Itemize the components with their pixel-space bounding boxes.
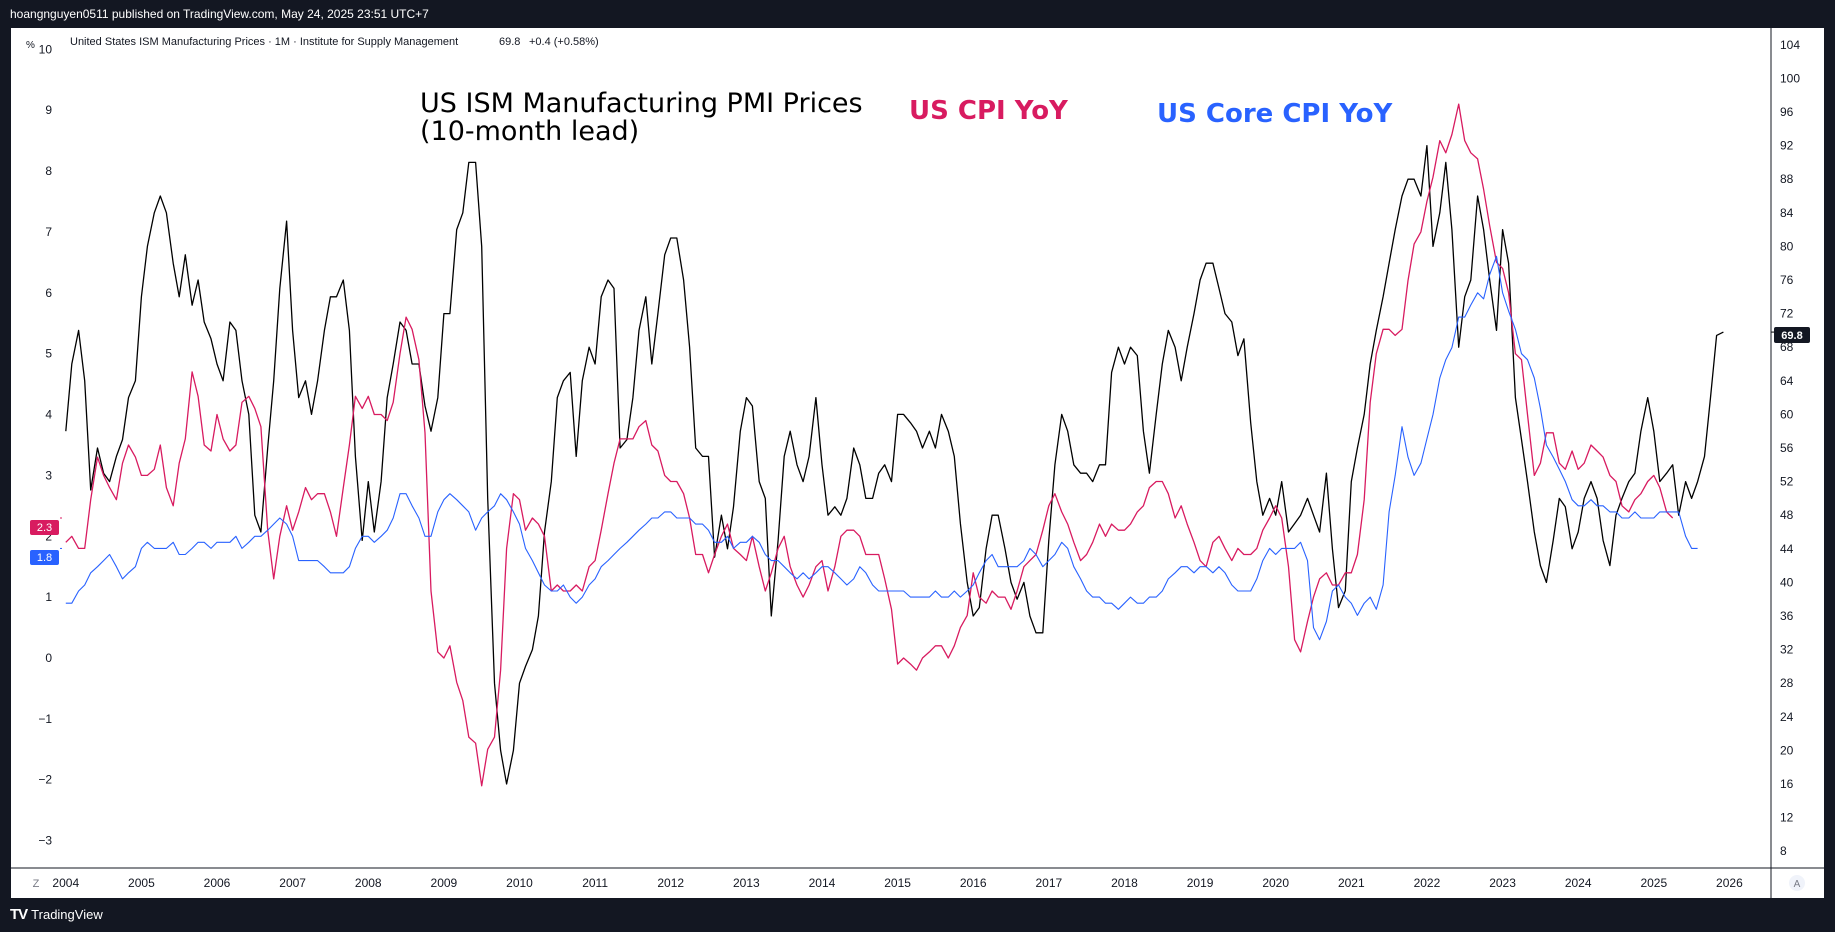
ism-title-line1: US ISM Manufacturing PMI Prices <box>420 88 863 119</box>
left-axis-tick-label: 6 <box>45 286 52 300</box>
right-axis-tick-label: 96 <box>1780 105 1794 119</box>
x-tick-label: 2008 <box>355 876 382 890</box>
x-tick-label: 2019 <box>1187 876 1214 890</box>
right-axis-tick-label: 72 <box>1780 307 1794 321</box>
core-cpi-badge: 1.8 <box>30 550 59 565</box>
right-axis-tick-label: 76 <box>1780 273 1794 287</box>
x-tick-label: 2015 <box>884 876 911 890</box>
x-tick-label: 2017 <box>1035 876 1062 890</box>
tradingview-logo[interactable]: TV TradingView <box>10 906 103 923</box>
cpi-badge-label: 2.3 <box>37 522 52 534</box>
right-axis-tick-label: 44 <box>1780 542 1794 556</box>
x-tick-label: 2004 <box>52 876 79 890</box>
left-axis-tick-label: 3 <box>45 468 52 482</box>
x-tick-label: 2009 <box>431 876 458 890</box>
left-axis-tick-label: 10 <box>39 42 53 56</box>
right-axis-tick-label: 8 <box>1780 844 1787 858</box>
right-axis-tick-label: 32 <box>1780 643 1794 657</box>
x-tick-label: 2006 <box>204 876 231 890</box>
left-axis-unit: % <box>26 40 35 51</box>
right-axis-tick-label: 48 <box>1780 508 1794 522</box>
core-cpi-line[interactable] <box>65 255 1698 641</box>
cpi-title: US CPI YoY <box>909 96 1069 126</box>
x-tick-label: 2026 <box>1716 876 1743 890</box>
cpi-line[interactable] <box>65 103 1674 787</box>
right-axis-tick-label: 80 <box>1780 239 1794 253</box>
left-axis-button-label[interactable]: Z <box>33 878 40 890</box>
tradingview-logo-icon: TV <box>10 906 28 923</box>
core-cpi-title: US Core CPI YoY <box>1157 99 1394 129</box>
cpi-badge: 2.3 <box>30 520 59 535</box>
left-axis-tick-label: 8 <box>45 164 52 178</box>
right-axis-tick-label: 36 <box>1780 609 1794 623</box>
right-axis-tick-label: 20 <box>1780 743 1794 757</box>
x-tick-label: 2011 <box>582 876 608 890</box>
left-axis-button[interactable]: Z <box>33 878 40 890</box>
right-axis-tick-label: 88 <box>1780 172 1794 186</box>
right-axis-tick-label: 104 <box>1780 38 1800 52</box>
right-axis-button-bg[interactable] <box>1789 875 1805 891</box>
x-tick-label: 2021 <box>1338 876 1365 890</box>
x-tick-label: 2018 <box>1111 876 1138 890</box>
right-axis-tick-label: 24 <box>1780 710 1794 724</box>
right-axis-button[interactable]: A <box>1789 875 1805 891</box>
core-cpi-badge-label: 1.8 <box>37 552 52 564</box>
left-axis-tick-label: 0 <box>45 651 52 665</box>
footer: TV TradingView <box>0 898 1835 932</box>
x-tick-label: 2016 <box>960 876 987 890</box>
x-tick-label: 2007 <box>279 876 306 890</box>
x-tick-label: 2020 <box>1262 876 1289 890</box>
left-axis-tick-label: 5 <box>45 347 52 361</box>
core-cpi-badge-bg <box>30 550 59 565</box>
x-tick-label: 2023 <box>1489 876 1516 890</box>
ism-badge-label: 69.8 <box>1781 330 1802 342</box>
publish-info: hoangnguyen0511 published on TradingView… <box>10 7 429 21</box>
right-axis-button-label[interactable]: A <box>1794 879 1801 890</box>
left-axis-tick-label: 1 <box>45 590 52 604</box>
left-axis-tick-label: −1 <box>38 712 52 726</box>
legend-change: +0.4 (+0.58%) <box>529 36 599 48</box>
right-axis-tick-label: 12 <box>1780 811 1794 825</box>
left-axis-tick-label: −2 <box>38 773 52 787</box>
right-axis-tick-label: 92 <box>1780 139 1794 153</box>
legend-symbol[interactable]: United States ISM Manufacturing Prices ·… <box>70 36 458 48</box>
x-tick-label: 2022 <box>1414 876 1441 890</box>
chart-frame[interactable] <box>11 28 1824 898</box>
right-axis-tick-label: 100 <box>1780 71 1800 85</box>
publish-info-bar: hoangnguyen0511 published on TradingView… <box>0 0 1835 28</box>
right-axis-tick-label: 64 <box>1780 374 1794 388</box>
left-axis-tick-label: 4 <box>45 408 52 422</box>
ism-title-line2: (10-month lead) <box>420 116 639 147</box>
left-axis-tick-label: 9 <box>45 103 52 117</box>
x-tick-label: 2010 <box>506 876 533 890</box>
x-tick-label: 2005 <box>128 876 155 890</box>
ism-badge-bg <box>1774 327 1810 343</box>
right-axis-tick-label: 68 <box>1780 340 1794 354</box>
ism-line[interactable] <box>65 144 1724 785</box>
cpi-badge-bg <box>30 520 59 535</box>
x-tick-label: 2013 <box>733 876 760 890</box>
legend-value: 69.8 <box>499 36 520 48</box>
x-tick-label: 2012 <box>657 876 684 890</box>
right-axis-tick-label: 40 <box>1780 575 1794 589</box>
x-tick-label: 2024 <box>1565 876 1592 890</box>
x-tick-label: 2025 <box>1640 876 1667 890</box>
x-tick-label: 2014 <box>809 876 836 890</box>
left-axis-tick-label: 7 <box>45 225 52 239</box>
right-axis-tick-label: 52 <box>1780 475 1794 489</box>
ism-badge: 69.8 <box>1774 327 1810 343</box>
right-axis-tick-label: 28 <box>1780 676 1794 690</box>
left-axis-tick-label: 2 <box>45 529 52 543</box>
left-axis-tick-label: −3 <box>38 834 52 848</box>
right-axis-tick-label: 16 <box>1780 777 1794 791</box>
right-axis-tick-label: 84 <box>1780 206 1794 220</box>
right-axis-tick-label: 56 <box>1780 441 1794 455</box>
right-axis-tick-label: 60 <box>1780 407 1794 421</box>
tradingview-logo-text: TradingView <box>31 907 103 922</box>
